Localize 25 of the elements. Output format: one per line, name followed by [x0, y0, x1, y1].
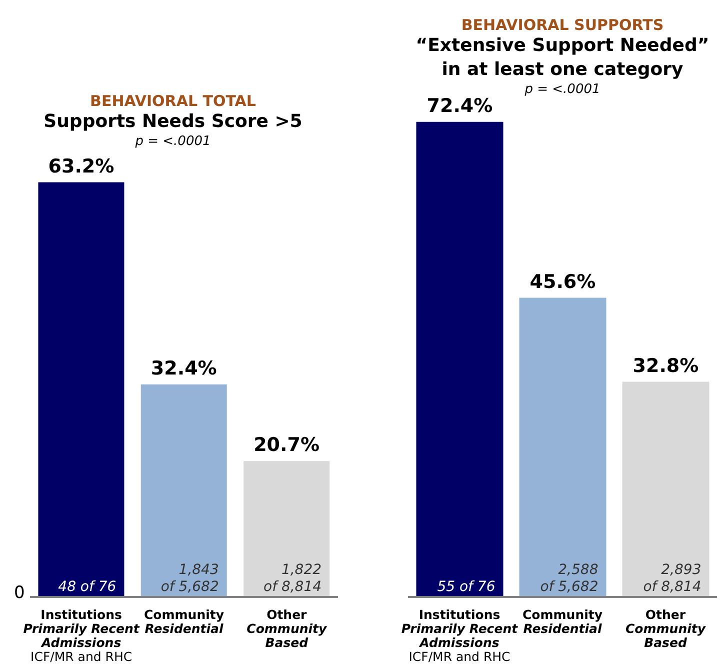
chart-subtitle: “Extensive Support Needed” in at least one category [414, 34, 710, 82]
data-label: 72.4% [426, 94, 493, 117]
text: 0 [14, 583, 25, 603]
x-tick-label: Institutions Primarily Recent Admissions ICF/MR and RHC [23, 607, 140, 664]
annotation: 1,843 of 5,682 [160, 562, 219, 595]
annotation: 55 of 76 [437, 579, 496, 595]
annotation: 2,588 of 5,682 [540, 562, 598, 595]
chart-title: BEHAVIORAL SUPPORTS [460, 16, 665, 34]
x-tick-label: Other Community Based [246, 607, 328, 650]
annotation: 1,822 of 8,814 [264, 562, 322, 595]
data-label: 45.6% [530, 270, 596, 293]
x-tick-label: Community Residential [522, 607, 603, 636]
text: p = <.0001 [524, 82, 600, 97]
annotation: 48 of 76 [58, 579, 116, 595]
data-label: 20.7% [254, 434, 320, 456]
x-tick-label: Institutions Primarily Recent Admissions ICF/MR and RHC [401, 607, 519, 664]
data-label: 32.8% [632, 354, 699, 377]
text: p = <.0001 [134, 134, 212, 149]
chart-title: BEHAVIORAL TOTAL [89, 92, 257, 110]
data-label: 63.2% [48, 155, 114, 178]
x-tick-label: Other Community Based [625, 607, 706, 650]
annotation: 2,893 of 8,814 [643, 562, 702, 595]
x-tick-label: Community Residential [144, 607, 224, 636]
chart-subtitle: Supports Needs Score >5 [42, 110, 304, 134]
data-label: 32.4% [150, 357, 217, 380]
